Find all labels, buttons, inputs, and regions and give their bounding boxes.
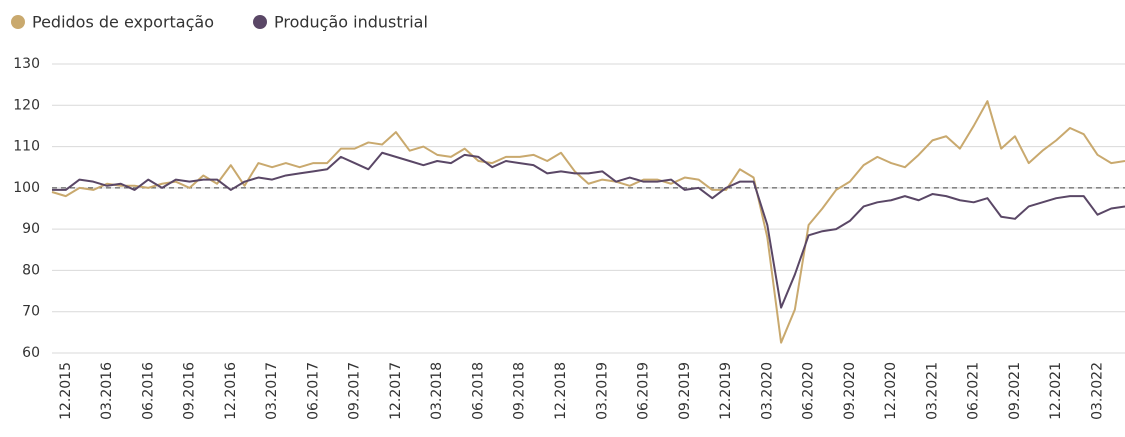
series-line <box>52 151 1125 309</box>
x-tick-label: 09.2016 <box>182 362 198 420</box>
y-tick-label: 60 <box>22 345 40 361</box>
x-tick-label: 12.2018 <box>553 362 569 420</box>
legend-marker <box>253 15 267 29</box>
x-tick-label: 03.2021 <box>924 362 940 420</box>
x-tick-label: 06.2017 <box>305 362 321 420</box>
x-tick-label: 12.2020 <box>883 362 899 420</box>
x-tick-label: 06.2021 <box>966 362 982 420</box>
x-tick-label: 09.2017 <box>347 362 363 420</box>
y-tick-label: 100 <box>13 180 40 196</box>
y-tick-label: 70 <box>22 304 40 320</box>
x-tick-label: 03.2017 <box>264 362 280 420</box>
x-tick-label: 12.2016 <box>223 362 239 420</box>
x-tick-label: 09.2018 <box>512 362 528 420</box>
x-tick-label: 06.2018 <box>470 362 486 420</box>
legend: Pedidos de exportação Produção industrial <box>11 13 428 32</box>
x-tick-label: 06.2019 <box>636 362 652 420</box>
y-tick-label: 130 <box>13 56 40 72</box>
x-tick-label: 12.2019 <box>718 362 734 420</box>
x-tick-label: 12.2017 <box>388 362 404 420</box>
x-tick-label: 03.2020 <box>759 362 775 420</box>
legend-marker <box>11 15 25 29</box>
x-tick-label: 09.2021 <box>1007 362 1023 420</box>
x-tick-label: 06.2020 <box>801 362 817 420</box>
x-tick-label: 03.2022 <box>1089 362 1105 420</box>
x-tick-label: 03.2018 <box>429 362 445 420</box>
legend-label: Produção industrial <box>274 13 428 32</box>
x-tick-label: 12.2015 <box>58 362 74 420</box>
y-tick-label: 90 <box>22 221 40 237</box>
x-tick-label: 03.2019 <box>594 362 610 420</box>
legend-label: Pedidos de exportação <box>32 13 214 32</box>
x-tick-label: 03.2016 <box>99 362 115 420</box>
series-line <box>51 100 1125 344</box>
x-tick-label: 09.2019 <box>677 362 693 420</box>
x-tick-label: 06.2016 <box>140 362 156 420</box>
y-tick-label: 110 <box>13 139 40 155</box>
y-tick-label: 120 <box>13 97 40 113</box>
x-tick-label: 12.2021 <box>1048 362 1064 420</box>
y-tick-label: 80 <box>22 262 40 278</box>
x-tick-label: 09.2020 <box>842 362 858 420</box>
